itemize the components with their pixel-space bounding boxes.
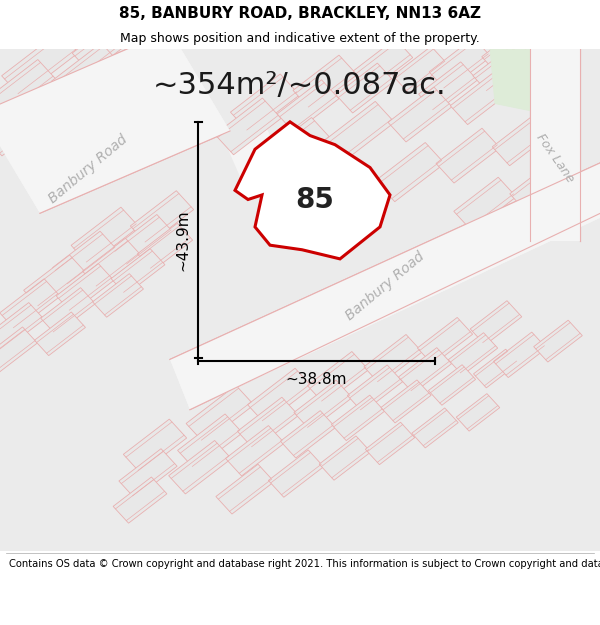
Text: ~43.9m: ~43.9m xyxy=(176,209,191,271)
Bar xyxy=(473,46,527,93)
Bar xyxy=(510,163,566,212)
Bar xyxy=(248,368,313,424)
Bar xyxy=(258,118,332,181)
Bar xyxy=(365,422,415,464)
Bar xyxy=(482,26,538,75)
Bar xyxy=(169,441,232,494)
Text: Banbury Road: Banbury Road xyxy=(343,249,427,323)
Bar xyxy=(436,128,500,183)
Bar xyxy=(119,28,178,79)
Polygon shape xyxy=(0,31,230,213)
Bar xyxy=(94,74,146,120)
Bar xyxy=(325,101,395,161)
Polygon shape xyxy=(220,112,280,177)
Bar xyxy=(119,449,177,499)
Bar xyxy=(56,264,114,312)
Text: Contains OS data © Crown copyright and database right 2021. This information is : Contains OS data © Crown copyright and d… xyxy=(9,559,600,569)
Bar xyxy=(412,408,458,448)
Bar xyxy=(398,348,452,393)
Bar xyxy=(429,38,491,91)
Bar xyxy=(428,365,476,405)
Bar xyxy=(393,46,447,93)
Bar xyxy=(226,426,284,476)
Polygon shape xyxy=(530,31,580,241)
Bar xyxy=(92,274,143,318)
Text: Banbury Road: Banbury Road xyxy=(46,132,130,206)
Text: Fox Lane: Fox Lane xyxy=(533,131,577,185)
Bar xyxy=(11,84,79,141)
Bar xyxy=(492,114,552,166)
Polygon shape xyxy=(170,158,600,409)
Bar xyxy=(0,59,56,120)
Polygon shape xyxy=(530,31,580,241)
Bar xyxy=(71,207,139,265)
Bar xyxy=(124,419,187,473)
Bar xyxy=(72,12,144,72)
Bar xyxy=(418,318,473,365)
Polygon shape xyxy=(0,31,230,213)
Bar xyxy=(381,380,431,423)
Bar xyxy=(0,279,60,331)
Polygon shape xyxy=(490,49,578,112)
Bar xyxy=(319,436,371,480)
Bar xyxy=(39,90,97,139)
Bar xyxy=(77,68,139,121)
Bar xyxy=(336,63,394,113)
Bar xyxy=(238,398,299,449)
Bar xyxy=(347,365,403,413)
Bar xyxy=(280,411,335,458)
Text: 85: 85 xyxy=(296,186,334,214)
Bar xyxy=(493,332,547,378)
Bar xyxy=(0,327,37,374)
Bar xyxy=(277,80,339,132)
Bar xyxy=(307,351,368,404)
Bar xyxy=(215,98,281,155)
Bar xyxy=(52,43,119,100)
Bar xyxy=(216,464,274,514)
Text: ~38.8m: ~38.8m xyxy=(286,372,347,387)
Bar xyxy=(230,74,299,133)
Bar xyxy=(450,73,510,124)
Bar xyxy=(113,477,167,523)
Bar xyxy=(364,334,422,384)
Bar xyxy=(448,332,497,375)
Bar xyxy=(454,177,516,231)
Bar xyxy=(473,349,518,388)
Bar xyxy=(35,312,85,356)
Text: 85, BANBURY ROAD, BRACKLEY, NN13 6AZ: 85, BANBURY ROAD, BRACKLEY, NN13 6AZ xyxy=(119,6,481,21)
Bar xyxy=(137,223,193,271)
Bar xyxy=(0,106,44,156)
Bar xyxy=(178,414,242,469)
Bar xyxy=(293,55,357,110)
Polygon shape xyxy=(235,122,390,259)
Bar xyxy=(186,386,254,443)
Bar xyxy=(353,39,413,90)
Text: ~354m²/~0.087ac.: ~354m²/~0.087ac. xyxy=(153,71,447,100)
Bar xyxy=(112,214,173,267)
Bar xyxy=(41,288,95,334)
Bar xyxy=(130,191,194,245)
Polygon shape xyxy=(170,158,600,409)
Bar xyxy=(388,87,452,142)
Bar xyxy=(456,394,500,431)
Bar xyxy=(268,450,323,498)
Bar xyxy=(53,231,118,286)
Bar xyxy=(0,302,44,352)
Bar xyxy=(23,255,86,309)
Bar xyxy=(331,395,385,441)
Bar xyxy=(2,32,79,97)
Bar xyxy=(83,238,142,289)
Bar xyxy=(470,301,522,345)
Bar xyxy=(419,62,478,112)
Bar xyxy=(533,320,583,362)
Bar xyxy=(376,142,445,202)
Text: Map shows position and indicative extent of the property.: Map shows position and indicative extent… xyxy=(120,31,480,44)
Bar xyxy=(111,249,165,295)
Bar xyxy=(294,380,352,430)
